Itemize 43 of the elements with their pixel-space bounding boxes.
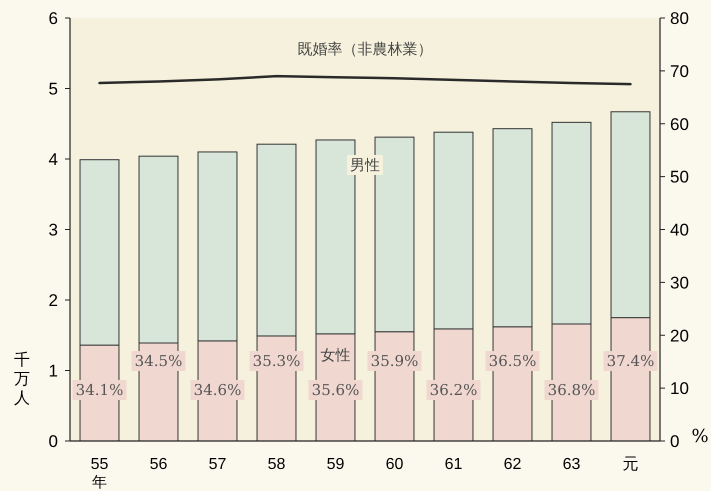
legend-label: 女性 <box>320 346 350 364</box>
x-tick-label: 62 <box>504 456 522 473</box>
annotation: 35.9% <box>370 352 418 370</box>
y2-tick-label: 10 <box>670 379 689 398</box>
y2-tick-label: 40 <box>670 220 689 240</box>
x-tick-label: 55 <box>90 456 108 473</box>
series-label: 既婚率（非農林業） <box>298 40 432 58</box>
x-tick-label: 60 <box>386 456 404 473</box>
annotation: 35.3% <box>252 352 300 370</box>
y-tick-label: 1 <box>48 362 58 380</box>
x-tick-label: 56 <box>150 456 168 473</box>
y2-tick-label: 60 <box>670 114 689 134</box>
x-tick-label: 59 <box>326 456 344 473</box>
x-tick-label: 63 <box>562 456 580 473</box>
annotation: 36.2% <box>430 381 478 399</box>
y2-tick-label: 70 <box>670 62 689 81</box>
y2-tick-label: 0 <box>670 432 680 451</box>
y-tick-label: 0 <box>48 432 58 451</box>
line-series <box>98 74 632 86</box>
annotation: 34.6% <box>194 381 242 399</box>
annotation: 36.8% <box>548 381 596 399</box>
y2-tick-label: 80 <box>670 9 689 28</box>
y-axis-title: 千万人 <box>14 350 30 407</box>
annotation: 34.5% <box>134 352 182 370</box>
y2-tick-label: 30 <box>670 273 689 292</box>
y-tick-label: 4 <box>48 150 58 169</box>
y-tick-label: 5 <box>48 80 58 98</box>
x-tick-label: 元 <box>622 456 638 473</box>
series-label: 男性 <box>350 156 380 174</box>
annotation: 37.4% <box>606 352 654 370</box>
x-tick-label: 61 <box>444 456 462 473</box>
x-axis-title: 年 <box>92 473 107 491</box>
y-tick-label: 6 <box>48 9 58 28</box>
x-tick-label: 58 <box>268 456 286 473</box>
y2-tick-label: 50 <box>670 168 689 187</box>
y-tick-label: 2 <box>48 291 58 310</box>
x-tick-label: 57 <box>208 456 226 473</box>
y2-tick-label: 20 <box>670 326 689 346</box>
annotation: 35.6% <box>312 381 360 399</box>
annotation: 36.5% <box>488 352 536 370</box>
annotation: 34.1% <box>76 381 124 399</box>
y-tick-label: 3 <box>48 220 58 240</box>
y2-axis-title: % <box>691 426 709 447</box>
